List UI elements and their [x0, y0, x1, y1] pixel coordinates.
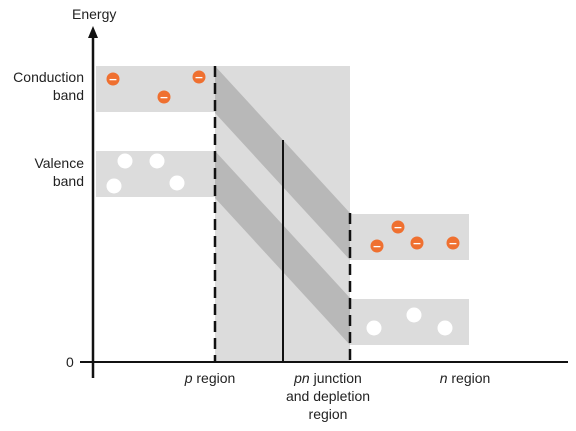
n-region-label-italic: n	[439, 370, 448, 386]
hole	[169, 175, 185, 191]
n-region-label-rest: region	[447, 370, 491, 386]
electron-sign: −	[372, 240, 381, 253]
electron: −	[106, 72, 120, 86]
p-region-label-italic: p	[184, 370, 193, 386]
n-conduction-band	[350, 214, 469, 260]
hole	[149, 153, 165, 169]
hole	[437, 320, 453, 336]
zero-label: 0	[66, 354, 74, 370]
p-region-label: p region	[150, 369, 270, 387]
electron: −	[410, 236, 424, 250]
electron-sign: −	[108, 73, 117, 86]
n-region-label: n region	[405, 369, 525, 387]
valence-band-label-line2: band	[52, 173, 84, 189]
hole	[106, 178, 122, 194]
conduction-band-label-line1: Conduction	[13, 69, 84, 85]
electron: −	[192, 70, 206, 84]
pn-junction-label: pn junction and depletion region	[266, 369, 390, 423]
conduction-band-label: Conduction band	[0, 68, 84, 104]
hole	[366, 320, 382, 336]
pn-junction-label-line2: and depletion	[285, 388, 371, 404]
energy-axis-label: Energy	[72, 6, 117, 22]
electron-sign: −	[393, 221, 402, 234]
electron: −	[446, 236, 460, 250]
electron: −	[391, 220, 405, 234]
electron-sign: −	[194, 71, 203, 84]
electron-sign: −	[412, 237, 421, 250]
valence-band-label: Valence band	[0, 154, 84, 190]
pn-junction-label-italic: pn	[294, 370, 310, 386]
electron-sign: −	[159, 91, 168, 104]
hole	[117, 153, 133, 169]
pn-junction-label-rest: junction	[309, 370, 362, 386]
electron: −	[370, 239, 384, 253]
energy-axis-arrowhead	[88, 26, 98, 38]
valence-band-label-line1: Valence	[34, 155, 84, 171]
electron-sign: −	[448, 237, 457, 250]
electron: −	[157, 90, 171, 104]
conduction-band-label-line2: band	[52, 87, 84, 103]
p-region-label-rest: region	[192, 370, 236, 386]
n-valence-band	[350, 299, 469, 345]
hole	[406, 307, 422, 323]
pn-junction-label-line3: region	[308, 406, 348, 422]
